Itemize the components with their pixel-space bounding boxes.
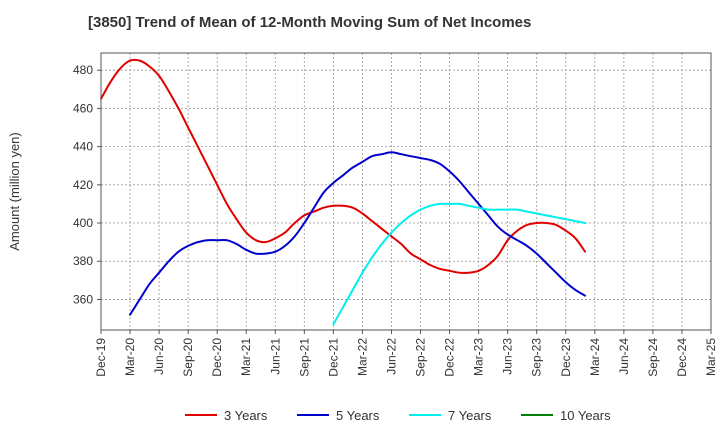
x-tick-labels: Dec-19 Mar-20 Jun-20 Sep-20 Dec-20 Mar-21 Jun-…	[94, 330, 718, 377]
y-tick-label: 420	[73, 178, 93, 192]
chart-title: [3850] Trend of Mean of 12-Month Moving …	[88, 14, 532, 31]
y-tick-label: 460	[73, 101, 93, 115]
x-tick-label: Jun-24	[617, 338, 631, 375]
x-tick-label: Jun-22	[384, 338, 398, 375]
x-tick-label: Mar-25	[704, 338, 718, 376]
legend-label-10-years: 10 Years	[560, 408, 611, 423]
x-tick-label: Sep-21	[297, 338, 311, 377]
plot-frame	[100, 52, 712, 331]
legend: 3 Years 5 Years 7 Years 10 Years	[185, 408, 611, 423]
x-tick-label: Mar-24	[588, 338, 602, 376]
x-tick-label: Dec-19	[94, 338, 108, 377]
x-tick-label: Jun-23	[501, 338, 515, 375]
series-line-7-years	[332, 202, 587, 326]
y-tick-label: 480	[73, 63, 93, 77]
x-tick-label: Sep-22	[414, 338, 428, 377]
legend-label-7-years: 7 Years	[448, 408, 492, 423]
x-tick-label: Mar-22	[355, 338, 369, 376]
x-tick-label: Dec-24	[675, 338, 689, 377]
y-tick-labels: 360 380 400 420 440 460 480	[73, 63, 101, 306]
y-tick-label: 440	[73, 140, 93, 154]
x-tick-label: Dec-20	[210, 338, 224, 377]
x-tick-label: Jun-20	[152, 338, 166, 375]
series-line-5-years	[129, 151, 587, 316]
series-layer	[100, 58, 587, 326]
x-tick-label: Sep-23	[530, 338, 544, 377]
grid-layer	[101, 53, 711, 330]
x-tick-label: Jun-21	[268, 338, 282, 375]
x-tick-label: Mar-20	[123, 338, 137, 376]
x-tick-label: Mar-21	[239, 338, 253, 376]
x-tick-label: Sep-24	[646, 338, 660, 377]
x-tick-label: Mar-23	[472, 338, 486, 376]
series-line-3-years	[100, 58, 587, 274]
x-tick-label: Dec-22	[443, 338, 457, 377]
y-tick-label: 400	[73, 216, 93, 230]
y-axis-title: Amount (million yen)	[7, 132, 22, 251]
y-tick-label: 360	[73, 292, 93, 306]
legend-label-5-years: 5 Years	[336, 408, 380, 423]
x-tick-label: Sep-20	[181, 338, 195, 377]
x-tick-label: Dec-23	[559, 338, 573, 377]
x-tick-label: Dec-21	[326, 338, 340, 377]
y-tick-label: 380	[73, 254, 93, 268]
legend-label-3-years: 3 Years	[224, 408, 268, 423]
